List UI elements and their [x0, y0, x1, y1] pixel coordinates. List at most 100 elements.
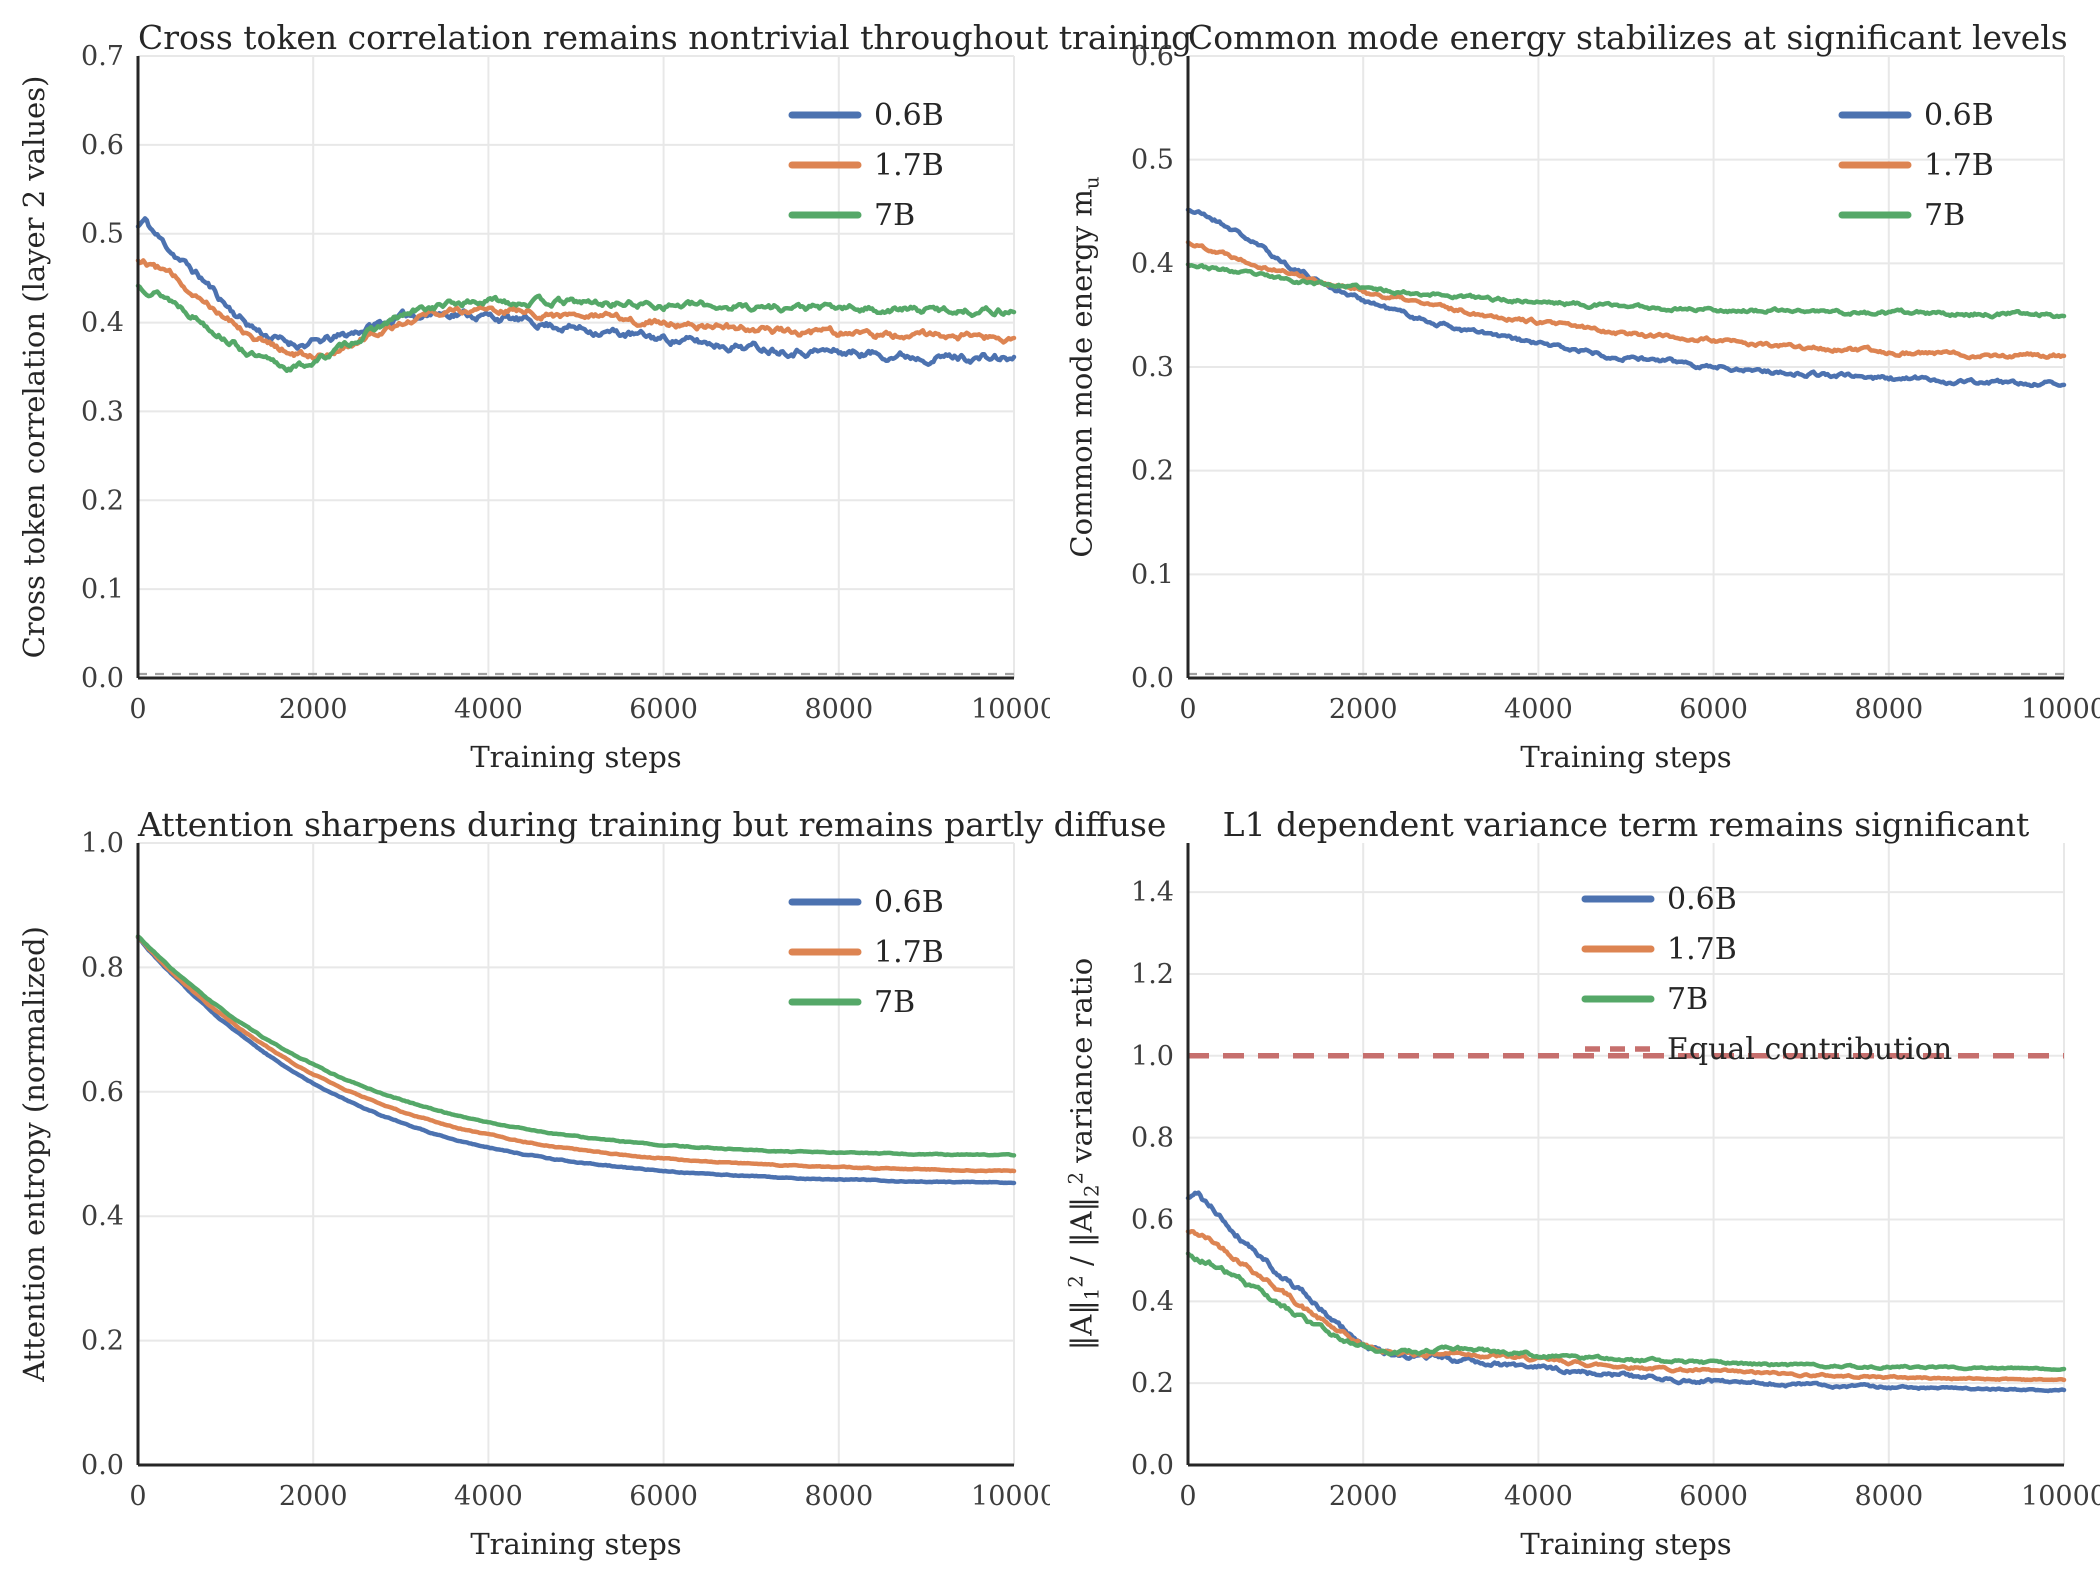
x-tick-label: 8000 [804, 694, 873, 725]
legend-label-0.6B: 0.6B [1924, 98, 1994, 133]
y-tick-label: 0.6 [81, 1077, 124, 1108]
y-tick-label: 0.2 [81, 485, 124, 516]
y-tick-label: 0.2 [1131, 1368, 1174, 1399]
chart-title: Common mode energy stabilizes at signifi… [1188, 18, 2068, 57]
legend-label-1.7B: 1.7B [874, 148, 944, 183]
legend-label-7B: 7B [874, 198, 915, 233]
y-axis-label-segment: 2 [1064, 1275, 1088, 1288]
y-tick-label: 0.4 [1131, 248, 1174, 279]
legend-label-Equal contribution: Equal contribution [1667, 1032, 1952, 1067]
legend-label-0.6B: 0.6B [874, 885, 944, 920]
x-axis-label: Training steps [470, 740, 682, 774]
legend-label-7B: 7B [874, 985, 915, 1020]
x-tick-label: 0 [129, 694, 146, 725]
y-tick-label: 0.0 [81, 1450, 124, 1481]
x-tick-label: 0 [1179, 1481, 1196, 1512]
y-tick-label: 0.3 [1131, 352, 1174, 383]
series-line-7B [135, 934, 1017, 1158]
series-line-1.7B [1185, 1229, 2067, 1383]
x-tick-label: 6000 [1679, 1481, 1748, 1512]
x-tick-label: 0 [1179, 694, 1196, 725]
x-tick-label: 2000 [279, 1481, 348, 1512]
chart-variance-ratio: 0.0 0.2 0.4 0.6 0.8 1.0 1.2 1.4 0 2000 4000 6000 800… [1050, 787, 2100, 1574]
y-axis-label: Common mode energy mu [1065, 176, 1104, 557]
y-tick-label: 0.5 [81, 219, 124, 250]
y-tick-label: 0.6 [1131, 1204, 1174, 1235]
x-axis-label: Training steps [470, 1527, 682, 1561]
y-tick-label: 0.6 [1131, 41, 1174, 72]
series-line-0.6B [1185, 1190, 2067, 1394]
chart-common-mode-energy: 0.0 0.1 0.2 0.3 0.4 0.5 0.6 0 2000 4000 6000 8000 10… [1050, 0, 2100, 787]
x-tick-label: 4000 [1504, 694, 1573, 725]
y-axis-label-segment: ‖A‖ [1064, 1300, 1099, 1351]
x-tick-label: 2000 [1329, 694, 1398, 725]
y-tick-label: 1.0 [1131, 1041, 1174, 1072]
y-tick-label: 0.4 [81, 308, 124, 339]
y-tick-label: 0.1 [1131, 559, 1174, 590]
plot-canvas-variance-ratio: 0.0 0.2 0.4 0.6 0.8 1.0 1.2 1.4 0 2000 4000 6000 800… [1131, 843, 2100, 1512]
plot-canvas-attention-entropy: 0.0 0.2 0.4 0.6 0.8 1.0 0 2000 4000 6000 8000 10000… [81, 828, 1050, 1512]
x-tick-label: 8000 [1854, 694, 1923, 725]
y-axis-label-segment: variance ratio [1064, 957, 1099, 1172]
y-tick-label: 0.1 [81, 574, 124, 605]
x-tick-label: 4000 [454, 1481, 523, 1512]
y-axis-label-segment: 1 [1080, 1287, 1104, 1301]
legend-label-7B: 7B [1667, 982, 1708, 1017]
y-tick-label: 0.0 [81, 663, 124, 694]
legend-label-1.7B: 1.7B [1667, 932, 1737, 967]
y-axis-label: Attention entropy (normalized) [17, 926, 51, 1382]
chart-attention-entropy: 0.0 0.2 0.4 0.6 0.8 1.0 0 2000 4000 6000 8000 10000… [0, 787, 1167, 1574]
x-tick-label: 8000 [804, 1481, 873, 1512]
y-tick-label: 0.8 [81, 952, 124, 983]
x-axis-label: Training steps [1520, 1527, 1732, 1561]
y-axis-label-segment: Cross token correlation (layer 2 values) [17, 75, 51, 659]
y-axis-label-segment: Common mode energy m [1064, 189, 1099, 558]
y-axis-label-segment: u [1080, 176, 1104, 190]
x-tick-label: 4000 [454, 694, 523, 725]
x-tick-label: 0 [129, 1481, 146, 1512]
y-tick-label: 1.4 [1131, 877, 1174, 908]
x-tick-label: 8000 [1854, 1481, 1923, 1512]
y-tick-label: 0.8 [1131, 1123, 1174, 1154]
y-axis-label-segment: 2 [1064, 1171, 1088, 1185]
legend-label-1.7B: 1.7B [1924, 148, 1994, 183]
series-line-1.7B [1185, 239, 2067, 361]
y-axis-label-segment: / ‖A‖ [1064, 1197, 1099, 1276]
chart-title: L1 dependent variance term remains signi… [1222, 805, 2030, 844]
series-line-0.6B [135, 935, 1017, 1186]
y-axis-label-segment: 2 [1080, 1184, 1104, 1198]
y-tick-label: 0.4 [1131, 1286, 1174, 1317]
series-line-0.6B [135, 216, 1017, 367]
x-tick-label: 10000 [971, 1481, 1050, 1512]
legend-label-0.6B: 0.6B [874, 98, 944, 133]
series-line-1.7B [135, 258, 1017, 361]
y-axis-label: ‖A‖12 / ‖A‖22 variance ratio [1065, 958, 1104, 1350]
series-line-0.6B [1185, 207, 2067, 389]
plot-canvas-common-mode-energy: 0.0 0.1 0.2 0.3 0.4 0.5 0.6 0 2000 4000 6000 8000 10… [1131, 41, 2100, 725]
x-tick-label: 10000 [2021, 1481, 2100, 1512]
y-tick-label: 0.2 [1131, 456, 1174, 487]
x-tick-label: 2000 [1329, 1481, 1398, 1512]
y-tick-label: 0.7 [81, 41, 124, 72]
x-tick-label: 4000 [1504, 1481, 1573, 1512]
y-axis-label-segment: Attention entropy (normalized) [17, 926, 51, 1382]
y-axis-label: Cross token correlation (layer 2 values) [17, 76, 51, 659]
legend-label-1.7B: 1.7B [874, 935, 944, 970]
y-tick-label: 0.0 [1131, 663, 1174, 694]
y-tick-label: 0.3 [81, 396, 124, 427]
y-tick-label: 1.0 [81, 828, 124, 859]
y-tick-label: 0.2 [81, 1326, 124, 1357]
x-tick-label: 6000 [629, 1481, 698, 1512]
x-tick-label: 6000 [1679, 694, 1748, 725]
y-tick-label: 0.6 [81, 130, 124, 161]
chart-cross-token-correlation: 0.0 0.1 0.2 0.3 0.4 0.5 0.6 0.7 0 2000 4000 6000 800… [0, 0, 1193, 787]
series-line-7B [135, 283, 1017, 374]
y-tick-label: 0.4 [81, 1201, 124, 1232]
y-tick-label: 0.0 [1131, 1450, 1174, 1481]
series-line-7B [1185, 262, 2067, 320]
y-tick-label: 0.5 [1131, 145, 1174, 176]
chart-title: Cross token correlation remains nontrivi… [138, 18, 1193, 57]
x-tick-label: 2000 [279, 694, 348, 725]
chart-title: Attention sharpens during training but r… [138, 805, 1167, 844]
